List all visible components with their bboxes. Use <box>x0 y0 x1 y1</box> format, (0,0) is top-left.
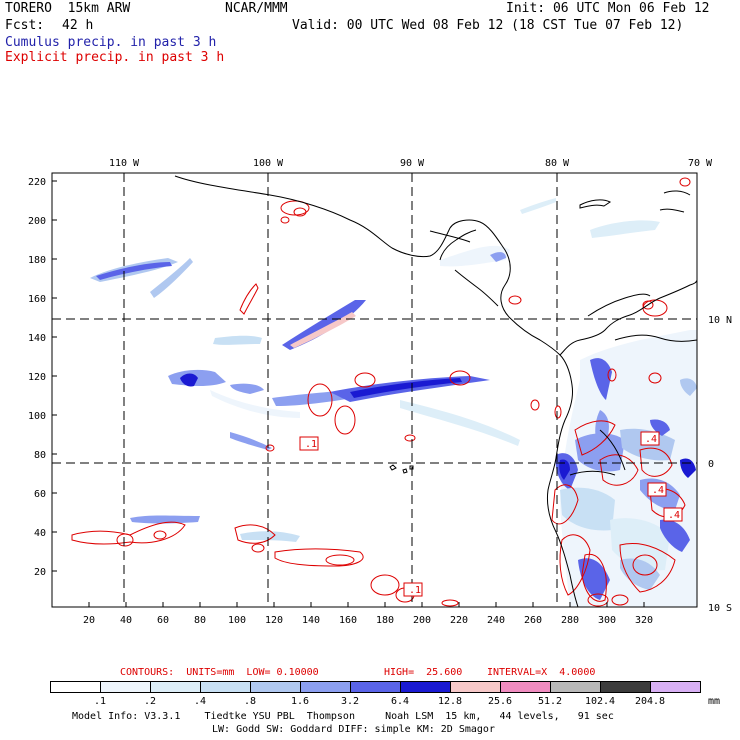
cumulus-precip-shading <box>90 198 697 607</box>
legend-unit: mm <box>708 696 721 707</box>
left-axis-label: 140 <box>28 333 46 344</box>
legend-swatch <box>250 681 301 693</box>
svg-text:.1: .1 <box>409 585 421 596</box>
bottom-axis-label: 220 <box>450 615 468 626</box>
legend-label: .2 <box>143 696 157 707</box>
legend-swatch <box>400 681 451 693</box>
legend-label: 204.8 <box>634 696 666 707</box>
svg-text:.4: .4 <box>645 434 657 445</box>
svg-text:.4: .4 <box>668 510 680 521</box>
right-lat-label: 0 <box>708 459 714 470</box>
left-axis-label: 120 <box>28 372 46 383</box>
forecast-label: Fcst: <box>5 18 45 33</box>
left-axis-label: 200 <box>28 216 46 227</box>
bottom-axis-label: 260 <box>524 615 542 626</box>
model-info: Model Info: V3.3.1 Tiedtke YSU PBL Thomp… <box>72 711 614 722</box>
bottom-axis-label: 80 <box>194 615 206 626</box>
contours-info: CONTOURS: UNITS=mm LOW= 0.10000 <box>120 667 319 678</box>
left-axis-label: 180 <box>28 255 46 266</box>
left-axis-label: 80 <box>34 450 46 461</box>
svg-text:.1: .1 <box>305 439 317 450</box>
legend-swatch <box>550 681 601 693</box>
legend-swatch <box>500 681 551 693</box>
legend-swatch <box>150 681 201 693</box>
axis-ticks <box>52 180 645 607</box>
contours-interval: INTERVAL=X 4.0000 <box>487 667 596 678</box>
left-axis-label: 40 <box>34 528 46 539</box>
bottom-axis-label: 120 <box>265 615 283 626</box>
coastlines <box>174 175 697 607</box>
map-frame <box>51 172 698 608</box>
left-axis-label: 60 <box>34 489 46 500</box>
legend-label: 12.8 <box>437 696 463 707</box>
valid-time: Valid: 00 UTC Wed 08 Feb 12 (18 CST Tue … <box>292 18 684 33</box>
center-name: NCAR/MMM <box>225 1 288 16</box>
legend-label: .8 <box>243 696 257 707</box>
svg-text:.4: .4 <box>652 485 664 496</box>
legend-swatch <box>300 681 351 693</box>
legend-label: .4 <box>193 696 207 707</box>
forecast-hour: 42 h <box>62 18 94 33</box>
graticule <box>52 173 697 607</box>
bottom-axis-label: 60 <box>157 615 169 626</box>
contour-label: .1 <box>403 582 423 597</box>
contour-label: .1 <box>299 436 319 451</box>
legend-label: 3.2 <box>340 696 360 707</box>
bottom-axis-label: 320 <box>635 615 653 626</box>
right-lat-label: 10 S <box>708 603 732 614</box>
top-lon-label: 80 W <box>545 158 570 169</box>
legend-swatch <box>600 681 651 693</box>
bottom-axis-label: 300 <box>598 615 616 626</box>
legend-label: 51.2 <box>537 696 563 707</box>
init-time: Init: 06 UTC Mon 06 Feb 12 <box>506 1 710 16</box>
contour-label: .4 <box>640 431 660 446</box>
left-axis-label: 100 <box>28 411 46 422</box>
left-axis-label: 220 <box>28 177 46 188</box>
legend-swatch <box>50 681 101 693</box>
bottom-axis-label: 100 <box>228 615 246 626</box>
bottom-axis-label: 20 <box>83 615 95 626</box>
bottom-axis-label: 180 <box>376 615 394 626</box>
contour-label: .4 <box>647 482 667 497</box>
left-axis-label: 160 <box>28 294 46 305</box>
contour-label: .4 <box>663 507 683 522</box>
right-lat-label: 10 N <box>708 315 732 326</box>
legend-swatch <box>100 681 151 693</box>
legend-swatch <box>650 681 701 693</box>
bottom-axis-label: 240 <box>487 615 505 626</box>
top-lon-label: 70 W <box>688 158 713 169</box>
physics-info: LW: Godd SW: Goddard DIFF: simple KM: 2D… <box>212 724 495 735</box>
legend-label: 102.4 <box>584 696 616 707</box>
top-lon-label: 110 W <box>109 158 140 169</box>
bottom-axis-label: 140 <box>302 615 320 626</box>
legend-label: 1.6 <box>290 696 310 707</box>
legend-swatch <box>450 681 501 693</box>
bottom-axis-label: 200 <box>413 615 431 626</box>
top-lon-label: 100 W <box>253 158 284 169</box>
left-axis-label: 20 <box>34 567 46 578</box>
bottom-axis-label: 40 <box>120 615 132 626</box>
explicit-field-title: Explicit precip. in past 3 h <box>5 50 225 65</box>
model-title: TORERO 15km ARW <box>5 1 131 16</box>
legend-swatch <box>350 681 401 693</box>
bottom-axis-label: 160 <box>339 615 357 626</box>
bottom-axis-label: 280 <box>561 615 579 626</box>
legend-label: .1 <box>93 696 107 707</box>
legend-label: 25.6 <box>487 696 513 707</box>
legend-label: 6.4 <box>390 696 410 707</box>
cumulus-field-title: Cumulus precip. in past 3 h <box>5 35 217 50</box>
contours-high: HIGH= 25.600 <box>384 667 463 678</box>
top-lon-label: 90 W <box>400 158 425 169</box>
legend-swatch <box>200 681 251 693</box>
